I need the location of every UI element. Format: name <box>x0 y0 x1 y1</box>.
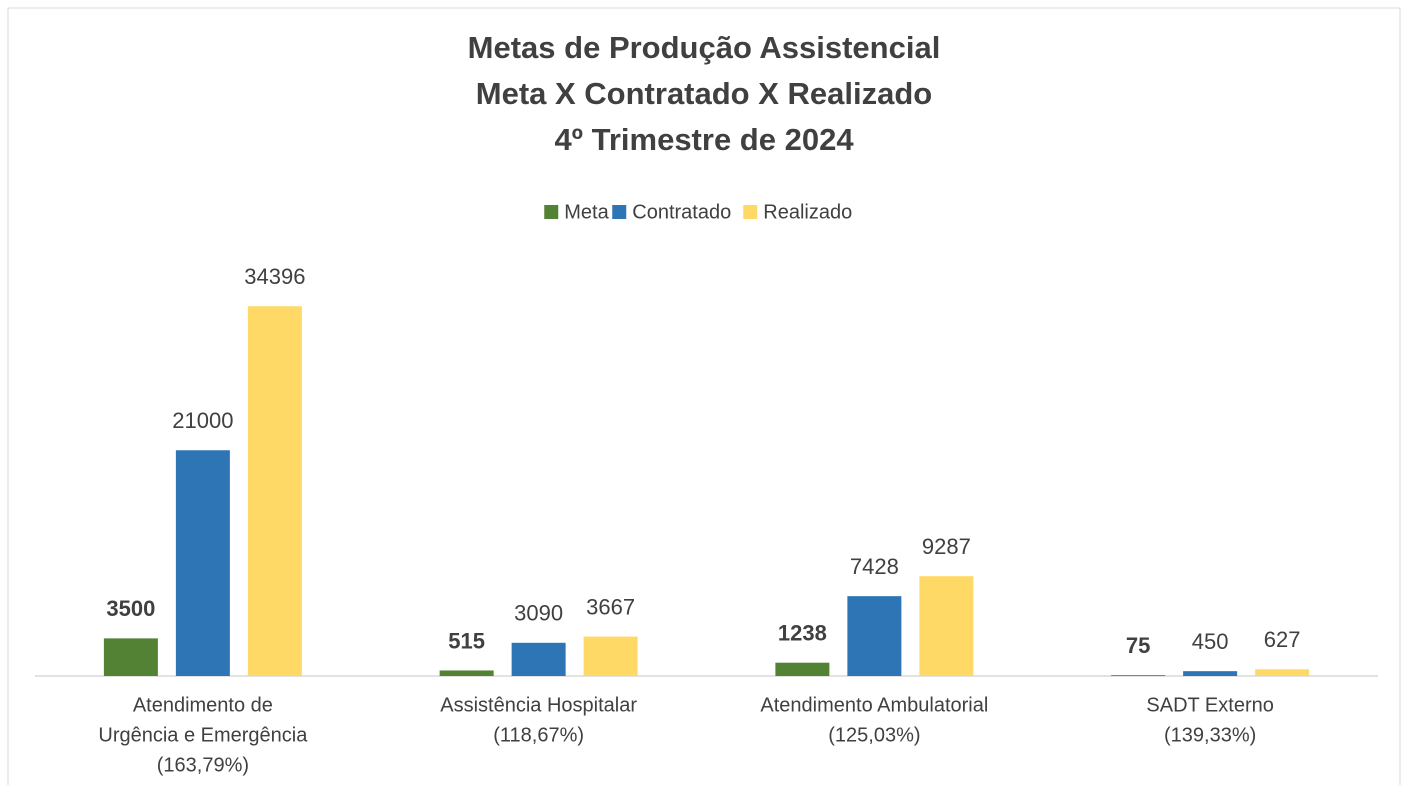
x-tick-label: SADT Externo <box>1146 694 1273 716</box>
x-tick-label: Assistência Hospitalar <box>440 694 637 716</box>
bar <box>919 576 974 676</box>
bar <box>775 662 830 676</box>
value-label: 34396 <box>244 264 305 289</box>
bar <box>847 596 902 676</box>
value-label: 627 <box>1264 627 1301 652</box>
x-tick-label: Urgência e Emergência <box>98 724 308 746</box>
value-label: 3667 <box>586 594 635 619</box>
x-tick-label: (118,67%) <box>493 724 584 746</box>
chart-title: Metas de Produção Assistencial <box>468 30 941 65</box>
legend-swatch <box>612 205 627 219</box>
x-tick-label: (125,03%) <box>828 724 920 746</box>
bar <box>175 450 230 676</box>
bar <box>583 636 638 676</box>
chart-frame <box>7 7 1401 785</box>
value-label: 21000 <box>172 408 233 433</box>
legend-label: Meta <box>564 201 609 223</box>
bar <box>1111 675 1166 676</box>
bar <box>247 306 302 676</box>
value-label: 1238 <box>778 621 827 646</box>
legend-swatch <box>743 205 758 219</box>
value-label: 515 <box>448 628 485 653</box>
value-label: 7428 <box>850 554 899 579</box>
legend-label: Contratado <box>632 201 731 223</box>
x-tick-label: (163,79%) <box>157 754 249 776</box>
bar <box>1183 671 1238 676</box>
x-tick-label: (139,33%) <box>1164 724 1256 746</box>
value-label: 3090 <box>514 601 563 626</box>
bar <box>103 638 158 676</box>
chart-title: 4º Trimestre de 2024 <box>554 122 854 157</box>
x-tick-label: Atendimento Ambulatorial <box>760 694 988 716</box>
bar <box>1255 669 1310 676</box>
bar <box>439 670 494 676</box>
value-label: 9287 <box>922 534 971 559</box>
value-label: 450 <box>1192 629 1229 654</box>
x-tick-label: Atendimento de <box>133 694 273 716</box>
legend-label: Realizado <box>763 201 852 223</box>
chart-title: Meta X Contratado X Realizado <box>476 76 932 111</box>
value-label: 3500 <box>106 596 155 621</box>
value-label: 75 <box>1126 633 1150 658</box>
bar <box>511 642 566 676</box>
legend-swatch <box>544 205 559 219</box>
